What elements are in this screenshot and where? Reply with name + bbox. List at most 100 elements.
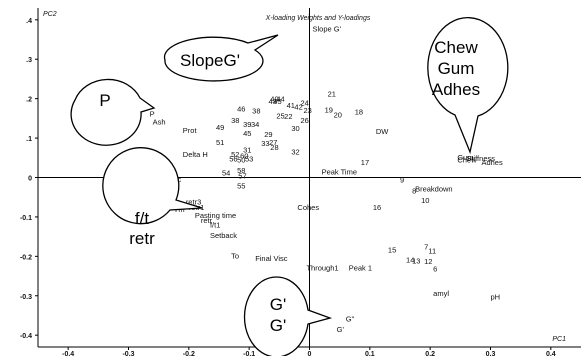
axis-ticks: -0.4 -0.3 -0.2 -0.1 0 0.1 0.2 0.3 0.4 .4 .3 .2 .1 0 -0… xyxy=(20,18,556,356)
y-axis-label: PC2 xyxy=(43,11,57,18)
callout-p-text: P xyxy=(99,91,110,110)
x-tick-label: 0.4 xyxy=(546,351,556,356)
callout-p: P xyxy=(70,78,156,146)
loading-point: 24 xyxy=(300,98,308,107)
loading-point: Ash xyxy=(153,117,166,126)
loading-point: 13 xyxy=(412,256,420,265)
loading-point: 29 xyxy=(264,130,272,139)
loading-point: 7 xyxy=(424,243,428,252)
callout-chew: Chew Gum Adhes xyxy=(427,17,509,155)
y-tick-label: -0.2 xyxy=(20,254,32,261)
loading-point: 17 xyxy=(361,158,369,167)
loading-point: 38 xyxy=(252,107,260,116)
loading-point: 31 xyxy=(243,146,251,155)
loading-point: 14 xyxy=(406,255,414,264)
loading-point: Cohes xyxy=(297,203,319,212)
loading-point: 26 xyxy=(300,116,308,125)
callout-slopeg-bubble xyxy=(163,34,279,82)
y-tick-label: 0 xyxy=(28,176,32,183)
loading-point: 40 xyxy=(270,94,278,103)
loading-point: 19 xyxy=(325,105,333,114)
callout-chew-line-1: Chew xyxy=(434,38,478,57)
callout-chew-line-2: Gum xyxy=(438,59,475,78)
loading-point: 34 xyxy=(251,120,259,129)
loading-point: 6 xyxy=(433,264,437,273)
callout-g-bubble xyxy=(243,276,333,356)
x-tick-label: -0.4 xyxy=(62,351,74,356)
loading-point: Gum xyxy=(457,153,473,162)
loading-point: 55 xyxy=(237,182,245,191)
x-tick-label: 0.3 xyxy=(486,351,496,356)
loading-point: 12 xyxy=(424,257,432,266)
loading-point: 32 xyxy=(291,148,299,157)
loading-point: To xyxy=(231,251,239,260)
loading-point: 44 xyxy=(276,94,284,103)
chart-title: X-loading Weights and Y-loadings xyxy=(265,15,371,22)
loading-point: retr xyxy=(201,216,213,225)
y-tick-label: -0.3 xyxy=(20,294,32,301)
loading-point: pH xyxy=(491,293,501,302)
callout-g-line-1: G' xyxy=(270,295,286,314)
loading-point: Pasting time xyxy=(195,211,236,220)
x-tick-label: -0.1 xyxy=(243,351,255,356)
loading-point: 33 xyxy=(261,139,269,148)
loading-point: G'' xyxy=(346,314,355,323)
callout-retr-line-2: retr xyxy=(129,229,155,248)
loading-point: 43 xyxy=(268,97,276,106)
loading-point: 9 xyxy=(400,176,404,185)
loading-point: 53 xyxy=(245,155,253,164)
loading-point: Peak 1 xyxy=(349,264,372,273)
loading-point: 38 xyxy=(231,116,239,125)
x-tick-label: -0.2 xyxy=(183,351,195,356)
loading-point: Delta H xyxy=(183,150,208,159)
y-tick-label: .1 xyxy=(26,136,32,143)
loading-point: Adhes xyxy=(481,158,503,167)
loading-point: 18 xyxy=(355,107,363,116)
loading-point: Final Visc xyxy=(255,254,288,263)
loading-point: 11 xyxy=(428,247,436,256)
loading-point: DW xyxy=(376,127,389,136)
y-tick-label: -0.4 xyxy=(20,333,32,340)
loading-point: 42 xyxy=(294,103,302,112)
x-axis-label: PC1 xyxy=(552,336,566,343)
loading-point: 21 xyxy=(328,90,336,99)
loading-point: 57 xyxy=(238,171,246,180)
loading-point: 23 xyxy=(303,106,311,115)
loading-point: G' xyxy=(337,325,345,334)
loading-point: 20 xyxy=(334,111,342,120)
x-tick-label: -0.3 xyxy=(122,351,134,356)
loading-point: Breakdown xyxy=(415,184,453,193)
loading-point: 28 xyxy=(270,143,278,152)
callout-chew-line-3: Adhes xyxy=(432,80,480,99)
loading-point: 58 xyxy=(237,166,245,175)
callout-retr: f/t retr xyxy=(102,147,203,248)
loading-point: 41 xyxy=(287,101,295,110)
loading-point: 27 xyxy=(269,138,277,147)
loading-point: 25 xyxy=(276,111,284,120)
x-tick-label: 0.2 xyxy=(425,351,435,356)
loading-point: 60 xyxy=(240,152,248,161)
loading-point: 15 xyxy=(388,245,396,254)
loading-point: 45 xyxy=(243,129,251,138)
x-tick-label: 0.1 xyxy=(365,351,375,356)
loading-point: Chew xyxy=(457,156,477,165)
loading-point: 52 xyxy=(231,150,239,159)
loading-point: f/t1 xyxy=(210,221,220,230)
loading-point: 39 xyxy=(243,120,251,129)
loading-point: 10 xyxy=(421,196,429,205)
y-tick-label: -0.1 xyxy=(20,215,32,222)
y-tick-label: .2 xyxy=(26,97,32,104)
loading-point: 51 xyxy=(216,138,224,147)
loading-point: Setback xyxy=(210,231,237,240)
loading-point: amyl xyxy=(433,289,449,298)
loading-point: 56 xyxy=(229,155,237,164)
loading-point: Prot xyxy=(183,126,198,135)
loading-point: retr3 xyxy=(186,197,201,206)
loading-point: 46 xyxy=(237,104,245,113)
loading-point: 54 xyxy=(222,169,230,178)
loading-point: Through1 xyxy=(306,264,338,273)
callout-slopeg-text: SlopeG' xyxy=(180,51,240,70)
loading-point: Peak Time xyxy=(322,167,357,176)
loading-point: 30 xyxy=(291,124,299,133)
loading-point: Slope G' xyxy=(313,25,342,34)
